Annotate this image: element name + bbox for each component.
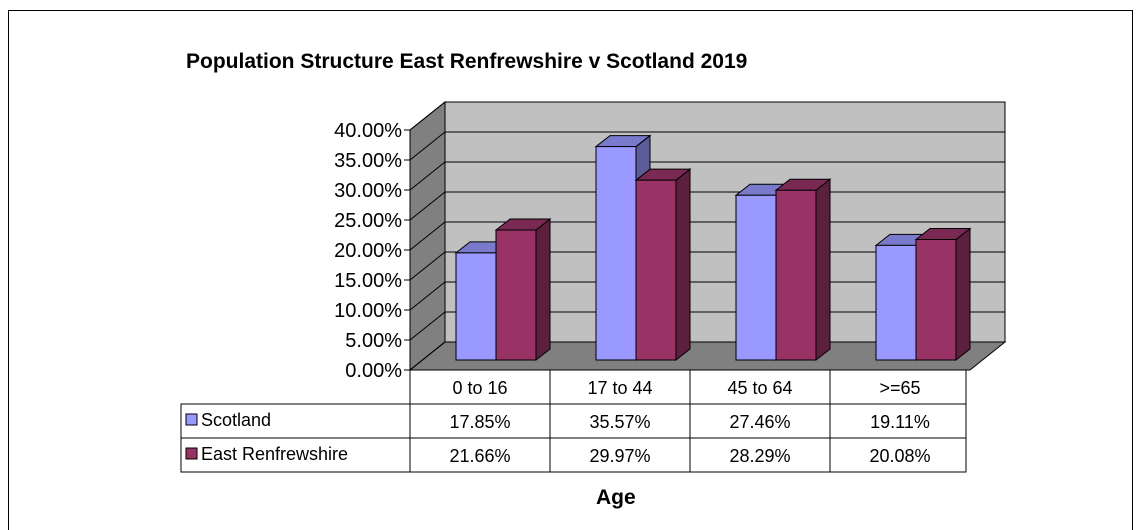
data-label: 19.11%	[870, 412, 930, 432]
gridline	[409, 131, 1005, 161]
data-label: 20.08%	[869, 446, 930, 466]
x-tick-label: 0 to 16	[452, 378, 507, 398]
x-tick-label: 45 to 64	[727, 378, 792, 398]
y-tick-label: 15.00%	[334, 270, 402, 292]
x-tick-label: 17 to 44	[587, 378, 652, 398]
bar-scotland	[455, 252, 497, 361]
y-tick-label: 30.00%	[334, 180, 402, 202]
data-label: 21.66%	[449, 446, 510, 466]
y-tick-label: 35.00%	[334, 150, 402, 172]
data-label: 35.57%	[589, 412, 650, 432]
gridline	[409, 101, 1005, 131]
bar-east-renfrewshire-side	[955, 227, 971, 362]
legend-label: East Renfrewshire	[201, 444, 348, 464]
data-label: 29.97%	[589, 446, 650, 466]
bar-scotland	[735, 194, 777, 361]
bar-east-renfrewshire	[775, 189, 817, 361]
legend-swatch	[185, 447, 198, 460]
bar-east-renfrewshire	[495, 229, 537, 361]
bar-east-renfrewshire	[635, 179, 677, 361]
x-tick-label: >=65	[879, 378, 920, 398]
data-label: 27.46%	[729, 412, 790, 432]
data-label: 28.29%	[729, 446, 790, 466]
bar-east-renfrewshire-side	[535, 218, 551, 362]
y-tick-label: 20.00%	[334, 240, 402, 262]
legend-swatch	[185, 413, 198, 426]
y-tick-label: 25.00%	[334, 210, 402, 232]
y-tick-label: 40.00%	[334, 120, 402, 142]
y-tick-label: 5.00%	[345, 330, 402, 352]
y-tick-label: 10.00%	[334, 300, 402, 322]
data-label: 17.85%	[449, 412, 510, 432]
bar-east-renfrewshire	[915, 239, 957, 361]
bar-east-renfrewshire-side	[815, 178, 831, 362]
chart-title: Population Structure East Renfrewshire v…	[186, 50, 748, 73]
y-tick-label: 0.00%	[345, 360, 402, 382]
bar-east-renfrewshire-side	[675, 168, 691, 362]
legend-label: Scotland	[201, 410, 271, 430]
bar-scotland	[875, 244, 917, 361]
chart-frame	[8, 10, 1133, 530]
bar-scotland	[595, 146, 637, 361]
gridline	[409, 161, 1005, 191]
x-axis-label: Age	[596, 486, 636, 509]
